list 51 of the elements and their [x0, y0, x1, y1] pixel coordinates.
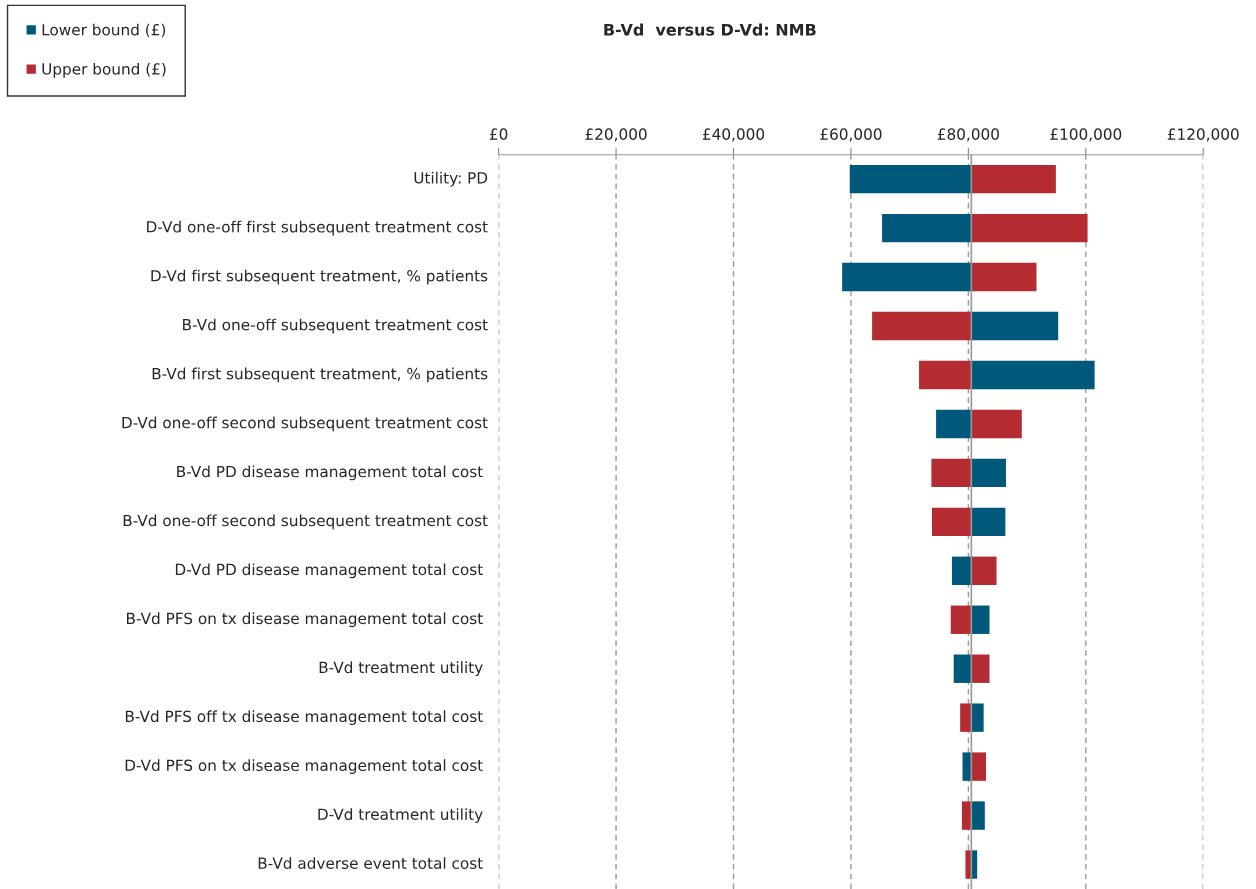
- bar: [971, 654, 990, 683]
- x-tick-label: £100,000: [1050, 128, 1122, 142]
- bar: [971, 213, 1088, 243]
- bar: [971, 458, 1006, 488]
- bar: [931, 458, 972, 488]
- y-tick-label: D-Vd PFS on tx disease management total cost: [125, 759, 483, 775]
- y-tick-label: D-Vd first subsequent treatment, % patients: [151, 269, 488, 285]
- bar: [971, 360, 1095, 390]
- bar: [971, 311, 1059, 341]
- legend-label: Lower bound (£): [42, 23, 166, 38]
- chart-title: B-Vd versus D-Vd: NMB: [604, 23, 816, 36]
- bar: [842, 262, 972, 292]
- y-tick-label: D-Vd PD disease management total cost: [175, 563, 483, 579]
- y-tick-label: B-Vd PFS on tx disease management total cost: [126, 612, 483, 628]
- bar: [971, 703, 984, 732]
- legend-label: Upper bound (£): [42, 62, 166, 78]
- y-tick-label: D-Vd one-off second subsequent treatment cost: [122, 416, 488, 432]
- bar: [971, 409, 1022, 439]
- bar: [971, 507, 1006, 537]
- bar: [971, 605, 990, 634]
- bar: [971, 752, 986, 781]
- y-tick-label: B-Vd one-off subsequent treatment cost: [183, 318, 488, 334]
- bar: [872, 311, 972, 341]
- bar: [960, 703, 972, 732]
- y-tick-label: B-Vd one-off second subsequent treatment cost: [123, 514, 488, 530]
- y-tick-label: B-Vd PD disease management total cost: [177, 465, 483, 481]
- x-tick-label: £80,000: [937, 128, 999, 142]
- bar: [936, 409, 972, 439]
- bar: [953, 654, 972, 683]
- y-tick-label: B-Vd adverse event total cost: [258, 857, 483, 869]
- bar: [971, 556, 997, 585]
- y-tick-label: B-Vd first subsequent treatment, % patients: [152, 367, 488, 383]
- y-tick-label: D-Vd one-off first subsequent treatment cost: [147, 220, 488, 236]
- bar: [931, 507, 972, 537]
- x-tick-label: £60,000: [820, 128, 882, 142]
- bar: [950, 605, 972, 634]
- bar: [849, 164, 972, 194]
- bar: [951, 556, 972, 585]
- x-tick-label: £0: [489, 128, 508, 140]
- bar: [971, 262, 1037, 292]
- x-tick-label: £20,000: [585, 128, 647, 142]
- bar: [971, 164, 1056, 194]
- y-tick-label: D-Vd treatment utility: [318, 808, 483, 823]
- bar: [882, 213, 972, 243]
- x-tick-label: £40,000: [702, 128, 765, 142]
- y-tick-label: B-Vd treatment utility: [319, 661, 483, 677]
- bar: [971, 801, 985, 830]
- y-tick-label: B-Vd PFS off tx disease management total cost: [125, 710, 483, 726]
- x-tick-label: £120,000: [1167, 128, 1239, 142]
- bar: [919, 360, 972, 390]
- y-tick-label: Utility: PD: [414, 171, 488, 187]
